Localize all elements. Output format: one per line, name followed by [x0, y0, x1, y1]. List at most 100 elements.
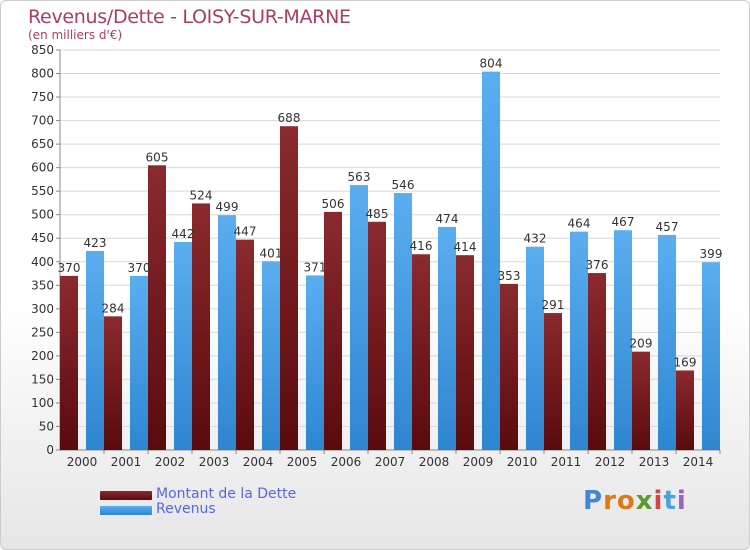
legend-label-debt: Montant de la Dette — [156, 486, 297, 502]
x-tick-label: 2000 — [67, 455, 98, 469]
y-tick-label: 650 — [31, 137, 54, 151]
y-tick-label: 50 — [39, 419, 54, 433]
value-label-revenus: 499 — [216, 200, 239, 214]
legend-swatch-debt — [100, 491, 152, 500]
bar-debt — [60, 275, 78, 450]
value-label-debt: 688 — [278, 111, 301, 125]
y-tick-label: 700 — [31, 114, 54, 128]
bar-debt — [676, 370, 694, 450]
x-tick-label: 2013 — [639, 455, 670, 469]
y-tick-label: 250 — [31, 325, 54, 339]
bar-debt — [632, 351, 650, 450]
x-tick-label: 2005 — [287, 455, 318, 469]
y-tick-label: 800 — [31, 67, 54, 81]
y-tick-label: 750 — [31, 90, 54, 104]
value-label-debt: 169 — [674, 355, 697, 369]
bar-revenus — [438, 226, 456, 450]
bar-revenus — [350, 185, 368, 450]
value-label-revenus: 467 — [612, 215, 635, 229]
value-label-revenus: 399 — [700, 247, 723, 261]
bar-revenus — [262, 261, 280, 450]
value-label-revenus: 370 — [128, 261, 151, 275]
legend-label-revenus: Revenus — [156, 501, 216, 517]
bar-debt — [236, 239, 254, 450]
y-tick-label: 350 — [31, 278, 54, 292]
value-label-debt: 370 — [58, 261, 81, 275]
value-label-revenus: 371 — [304, 260, 327, 274]
y-tick-label: 0 — [46, 443, 54, 457]
x-tick-label: 2011 — [551, 455, 582, 469]
value-label-debt: 524 — [190, 188, 213, 202]
bar-debt — [544, 313, 562, 450]
x-tick-label: 2009 — [463, 455, 494, 469]
bar-revenus — [614, 230, 632, 450]
value-label-revenus: 401 — [260, 246, 283, 260]
bar-debt — [148, 165, 166, 450]
value-labels: 3704232843706054425244994474016883715065… — [58, 57, 723, 370]
x-tick-label: 2002 — [155, 455, 186, 469]
logo-letter: x — [635, 486, 654, 516]
bar-debt — [500, 283, 518, 450]
x-tick-label: 2010 — [507, 455, 538, 469]
y-tick-label: 500 — [31, 208, 54, 222]
y-tick-label: 300 — [31, 302, 54, 316]
bar-revenus — [394, 193, 412, 450]
bar-debt — [412, 254, 430, 450]
chart-subtitle: (en milliers d'€) — [28, 28, 123, 42]
bar-debt — [588, 273, 606, 450]
value-label-revenus: 563 — [348, 170, 371, 184]
value-label-debt: 447 — [234, 225, 257, 239]
value-label-debt: 376 — [586, 258, 609, 272]
x-tick-label: 2012 — [595, 455, 626, 469]
value-label-revenus: 804 — [480, 57, 503, 71]
bar-debt — [368, 221, 386, 450]
value-label-revenus: 464 — [568, 217, 591, 231]
value-label-debt: 414 — [454, 240, 477, 254]
y-tick-label: 200 — [31, 349, 54, 363]
bar-revenus — [526, 246, 544, 450]
value-label-debt: 605 — [146, 150, 169, 164]
value-label-revenus: 474 — [436, 212, 459, 226]
bar-revenus — [174, 242, 192, 450]
grid-lines — [60, 49, 720, 427]
x-tick-label: 2004 — [243, 455, 274, 469]
chart-title: Revenus/Dette - LOISY-SUR-MARNE — [28, 6, 351, 28]
bar-revenus — [570, 231, 588, 450]
bar-revenus — [86, 250, 104, 450]
y-tick-label: 850 — [31, 43, 54, 57]
bar-revenus — [482, 71, 500, 450]
logo-letter: P — [583, 486, 604, 516]
value-label-revenus: 432 — [524, 232, 547, 246]
bars — [60, 71, 720, 450]
bar-revenus — [218, 215, 236, 450]
logo-letter: o — [616, 486, 636, 516]
y-tick-label: 400 — [31, 255, 54, 269]
bar-revenus — [702, 262, 720, 450]
axes: 0 50 100 150 200 250 300 350 400 450 500 550 600 650 7… — [31, 43, 721, 469]
value-label-revenus: 546 — [392, 178, 415, 192]
x-tick-label: 2001 — [111, 455, 142, 469]
bar-debt — [280, 126, 298, 450]
y-tick-label: 100 — [31, 396, 54, 410]
value-label-revenus: 442 — [172, 227, 195, 241]
proxiti-logo: Proxiti — [583, 486, 687, 516]
x-tick-label: 2003 — [199, 455, 230, 469]
legend-swatch-revenus — [100, 506, 152, 515]
value-label-debt: 291 — [542, 298, 565, 312]
y-tick-label: 450 — [31, 231, 54, 245]
value-label-debt: 416 — [410, 239, 433, 253]
bar-revenus — [130, 275, 148, 450]
y-tick-label: 600 — [31, 161, 54, 175]
bar-debt — [192, 203, 210, 450]
y-tick-label: 550 — [31, 184, 54, 198]
x-tick-label: 2007 — [375, 455, 406, 469]
logo-letter: i — [653, 486, 664, 516]
value-label-debt: 506 — [322, 197, 345, 211]
bar-revenus — [658, 234, 676, 450]
bar-debt — [324, 211, 342, 450]
logo-letter: t — [663, 486, 677, 516]
value-label-debt: 485 — [366, 207, 389, 221]
value-label-debt: 353 — [498, 269, 521, 283]
value-label-debt: 209 — [630, 337, 653, 351]
